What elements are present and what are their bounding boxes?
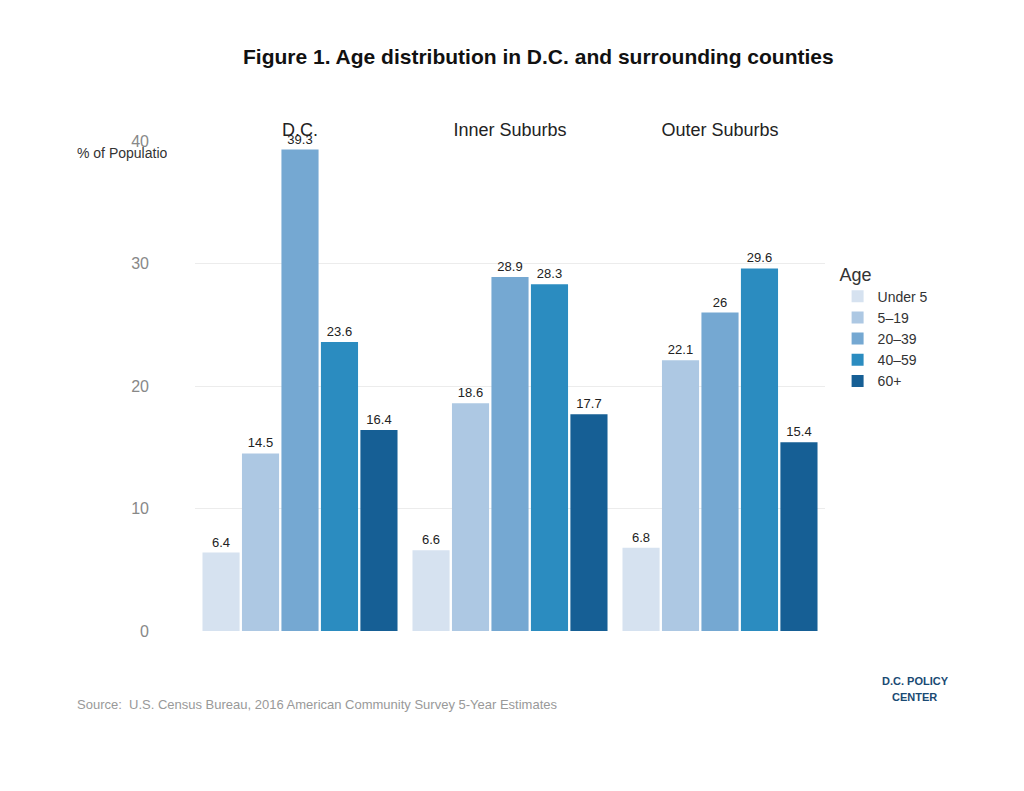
svg-text:26: 26 (713, 295, 727, 310)
svg-text:5–19: 5–19 (878, 310, 909, 326)
svg-text:D.C. POLICY: D.C. POLICY (882, 675, 949, 687)
svg-text:0: 0 (140, 623, 149, 640)
svg-text:Age: Age (840, 265, 872, 285)
svg-text:17.7: 17.7 (576, 396, 601, 411)
svg-text:39.3: 39.3 (287, 132, 312, 147)
svg-text:15.4: 15.4 (786, 424, 811, 439)
svg-text:Source: U.S. Census Bureau, 2: Source: U.S. Census Bureau, 2016 America… (77, 697, 558, 712)
svg-text:23.6: 23.6 (327, 324, 352, 339)
svg-text:10: 10 (131, 500, 149, 517)
svg-text:18.6: 18.6 (458, 385, 483, 400)
svg-text:40: 40 (131, 133, 149, 150)
svg-text:Inner Suburbs: Inner Suburbs (453, 120, 566, 140)
svg-text:Outer Suburbs: Outer Suburbs (661, 120, 778, 140)
svg-text:30: 30 (131, 255, 149, 272)
svg-text:D.C.: D.C. (282, 120, 318, 140)
svg-text:6.8: 6.8 (632, 530, 650, 545)
svg-text:% of Population: % of Population (77, 145, 167, 161)
svg-text:29.6: 29.6 (747, 250, 772, 265)
svg-text:28.9: 28.9 (497, 259, 522, 274)
svg-text:CENTER: CENTER (892, 691, 937, 703)
svg-text:6.4: 6.4 (212, 535, 230, 550)
svg-text:14.5: 14.5 (248, 435, 273, 450)
svg-text:Under 5: Under 5 (878, 289, 928, 305)
svg-text:20: 20 (131, 378, 149, 395)
svg-text:16.4: 16.4 (366, 412, 391, 427)
svg-text:40–59: 40–59 (878, 352, 917, 368)
svg-text:Figure 1. Age distribution in: Figure 1. Age distribution in D.C. and s… (243, 45, 834, 68)
svg-text:6.6: 6.6 (422, 532, 440, 547)
svg-text:22.1: 22.1 (668, 342, 693, 357)
svg-text:20–39: 20–39 (878, 331, 917, 347)
svg-text:60+: 60+ (878, 373, 902, 389)
svg-text:28.3: 28.3 (537, 266, 562, 281)
